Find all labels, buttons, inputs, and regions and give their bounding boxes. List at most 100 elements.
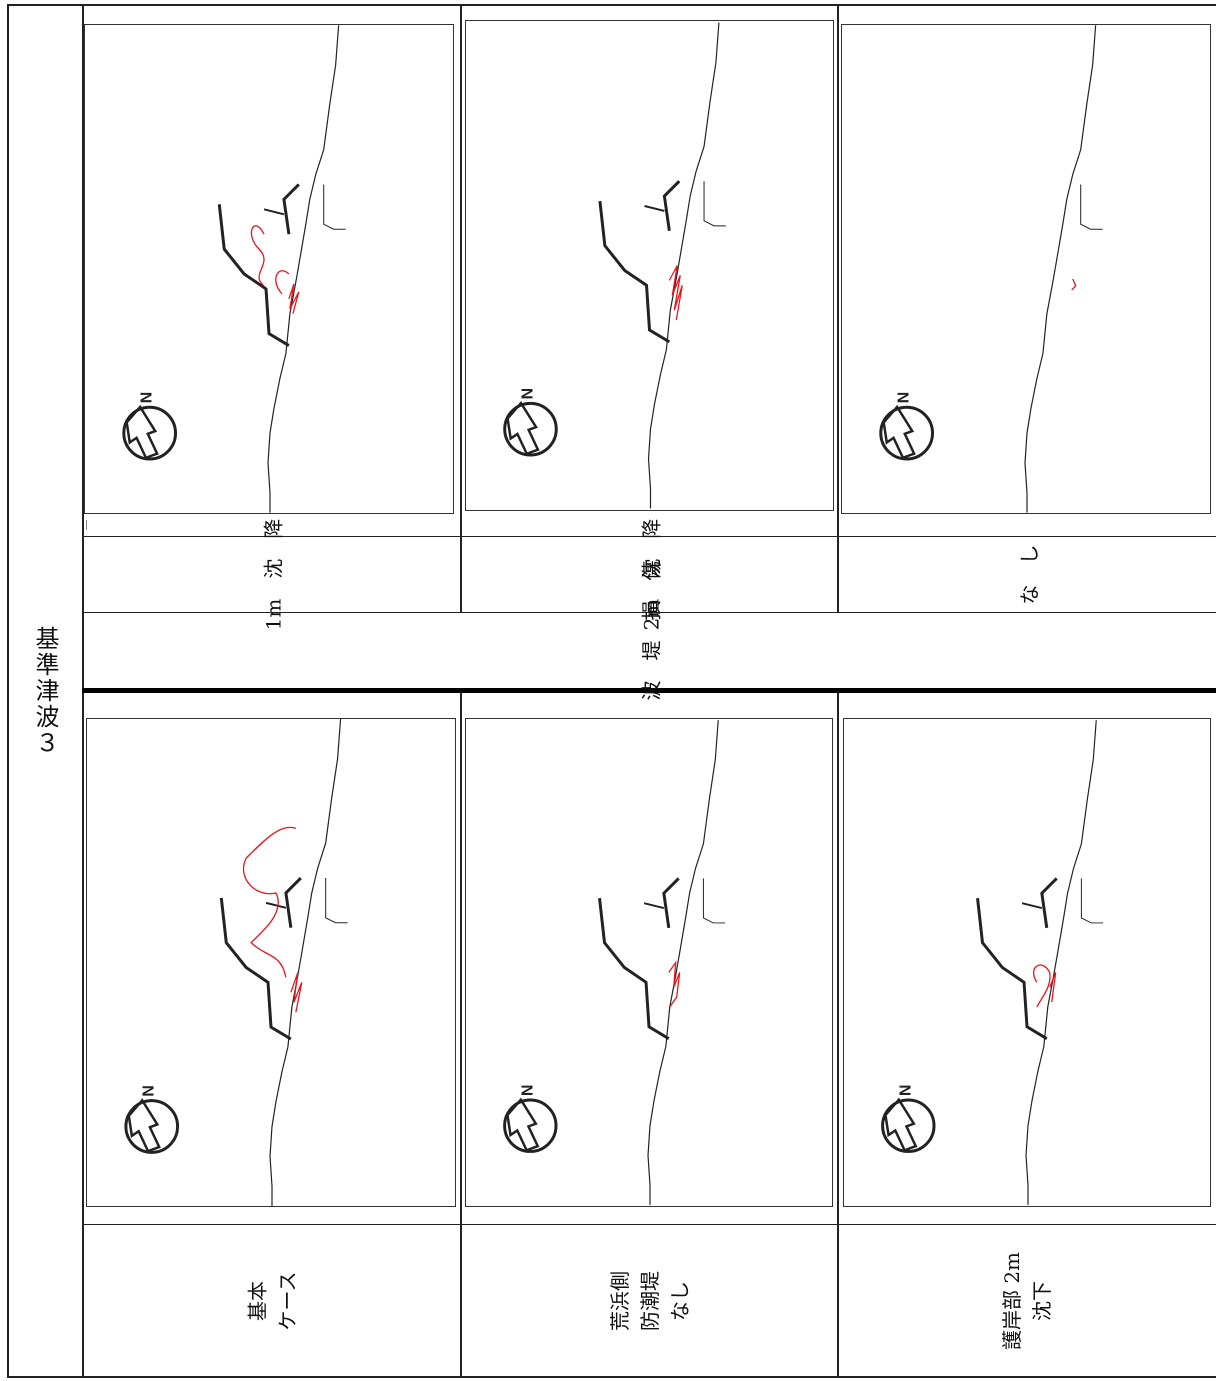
breakwater-spur xyxy=(265,901,287,909)
breakwater-west xyxy=(219,897,292,1041)
tsunami-trace xyxy=(1071,278,1077,291)
breakwater-east xyxy=(662,877,680,929)
coastline xyxy=(269,719,342,1206)
bottom-caption-1: 基本 ケース xyxy=(242,1271,302,1330)
outer-left-border xyxy=(7,4,9,1378)
bottom-caption-1-line-2: ケース xyxy=(275,1271,299,1330)
bottom-caption-cell-1: 基本 ケース xyxy=(84,1225,460,1376)
breakwater-east xyxy=(284,876,302,928)
north-label: N xyxy=(519,1085,536,1096)
compass-circle xyxy=(122,405,177,461)
compass: N xyxy=(124,1085,180,1154)
bottom-caption-3-line-2: 沈下 xyxy=(1030,1280,1055,1321)
col-divider-2 xyxy=(837,4,839,612)
inland-road xyxy=(323,184,346,230)
bottom-caption-2-line-2: 防潮堤 xyxy=(637,1270,662,1331)
tsunami-trace xyxy=(668,265,683,321)
breakwater-spur xyxy=(263,208,285,216)
inland-road xyxy=(1080,878,1104,924)
bottom-row-map-divider xyxy=(82,1224,1216,1225)
compass: N xyxy=(503,388,558,457)
col-divider-4 xyxy=(837,692,839,1378)
tsunami-trace xyxy=(1032,964,1057,1008)
north-label: N xyxy=(141,1085,158,1096)
map-bottom-2: N xyxy=(465,718,833,1207)
north-label: N xyxy=(896,392,913,404)
bottom-caption-3: 護岸部 2m 沈下 xyxy=(997,1251,1057,1349)
map-svg: N xyxy=(503,22,726,509)
coastline xyxy=(647,720,719,1205)
tsunami-trace xyxy=(250,225,300,314)
north-label: N xyxy=(519,388,536,399)
map-top-2: N xyxy=(465,20,834,511)
map-bottom-3: N xyxy=(843,718,1211,1207)
top-caption-cell-1: 1m 沈 降 xyxy=(84,519,460,631)
north-arrow-icon xyxy=(506,1097,540,1152)
inland-road xyxy=(325,878,348,924)
north-label: N xyxy=(897,1085,914,1096)
bottom-caption-2-line-1: 荒浜側 xyxy=(607,1270,632,1331)
thin-side-line xyxy=(86,520,87,530)
breakwater-spur xyxy=(643,902,665,910)
compass-circle xyxy=(124,1099,180,1154)
breakwater-east xyxy=(662,180,681,231)
north-label: N xyxy=(139,392,156,404)
outer-bottom-border xyxy=(7,1376,1216,1378)
inland-road xyxy=(703,181,726,227)
compass: N xyxy=(503,1085,558,1153)
breakwater-spur xyxy=(1021,902,1043,910)
compass-circle xyxy=(503,1098,558,1153)
compass-circle xyxy=(503,401,558,457)
breakwater-east xyxy=(1040,877,1058,929)
compass: N xyxy=(879,392,934,461)
compass: N xyxy=(881,1085,936,1153)
north-arrow-icon xyxy=(882,404,916,460)
side-label: 基準津波３ xyxy=(31,626,59,756)
map-bottom-1: N xyxy=(86,718,456,1207)
inland-road xyxy=(1080,184,1103,230)
bottom-caption-cell-3: 護岸部 2m 沈下 xyxy=(839,1225,1216,1376)
bottom-caption-2-line-3: なし xyxy=(667,1280,692,1321)
north-arrow-icon xyxy=(127,1098,161,1153)
coastline xyxy=(267,25,340,513)
breakwater-west xyxy=(217,204,290,347)
coastline xyxy=(1025,720,1097,1205)
map-svg: N xyxy=(124,719,348,1206)
section-thick-divider xyxy=(82,688,1216,693)
compass: N xyxy=(122,392,177,461)
breakwater-spur xyxy=(644,205,665,212)
bottom-caption-3-line-1: 護岸部 2m xyxy=(1000,1251,1025,1350)
coastline xyxy=(1024,25,1097,513)
bottom-caption-1-line-1: 基本 xyxy=(245,1280,269,1321)
top-caption-cell-3: な し xyxy=(839,537,1216,612)
breakwater-west xyxy=(976,898,1048,1040)
coastline xyxy=(647,22,720,509)
tsunami-trace xyxy=(242,826,303,1013)
inland-road xyxy=(702,878,726,924)
map-top-3: N xyxy=(841,24,1211,514)
north-arrow-icon xyxy=(506,400,540,456)
map-svg: N xyxy=(122,25,346,513)
bottom-caption-2: 荒浜側 防潮堤 なし xyxy=(605,1271,695,1331)
breakwater-west xyxy=(598,898,670,1040)
side-label-cell: 基準津波３ xyxy=(9,6,82,1376)
outer-top-border xyxy=(7,4,1216,6)
col-divider-1 xyxy=(460,4,462,612)
north-arrow-icon xyxy=(884,1097,918,1152)
col-divider-3 xyxy=(460,692,462,1378)
compass-circle xyxy=(879,405,934,461)
top-row-map-divider xyxy=(82,536,1216,537)
section-label-cell: 防 波 堤 損 傷 xyxy=(84,561,1216,741)
map-svg: N xyxy=(503,720,726,1205)
map-svg: N xyxy=(881,720,1104,1205)
breakwater-east xyxy=(282,183,300,235)
section-label: 防 波 堤 損 傷 xyxy=(639,560,664,741)
map-top-1: N xyxy=(84,24,454,514)
breakwater-west xyxy=(598,200,671,344)
north-arrow-icon xyxy=(125,404,159,460)
bottom-caption-cell-2: 荒浜側 防潮堤 なし xyxy=(462,1225,837,1376)
tsunami-trace xyxy=(668,960,681,1008)
compass-circle xyxy=(881,1098,936,1153)
top-row-bottom-line xyxy=(82,612,1216,613)
map-svg: N xyxy=(879,25,1103,513)
